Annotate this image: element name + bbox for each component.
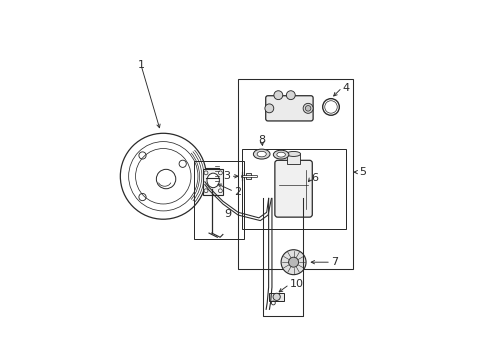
Text: 7: 7 (330, 257, 337, 267)
Circle shape (264, 104, 273, 113)
Circle shape (286, 91, 295, 100)
Text: 1: 1 (137, 60, 144, 70)
Bar (203, 168, 223, 195)
Text: 10: 10 (289, 279, 303, 289)
Text: 3: 3 (223, 171, 230, 181)
Text: 5: 5 (358, 167, 365, 177)
Circle shape (273, 91, 282, 100)
Bar (193, 161, 243, 239)
Bar (268, 293, 284, 301)
Bar (286, 154, 299, 165)
Circle shape (288, 257, 298, 267)
Circle shape (305, 105, 310, 111)
Bar (242, 149, 346, 229)
Ellipse shape (253, 149, 269, 159)
Text: 6: 6 (311, 173, 318, 183)
Circle shape (272, 293, 280, 301)
Ellipse shape (257, 151, 266, 157)
FancyBboxPatch shape (274, 160, 312, 217)
Ellipse shape (273, 150, 288, 159)
Bar (238, 79, 352, 269)
Circle shape (281, 250, 305, 275)
Text: 8: 8 (258, 135, 264, 145)
Circle shape (303, 103, 312, 113)
FancyBboxPatch shape (265, 96, 312, 121)
Text: 4: 4 (342, 82, 348, 93)
Text: 2: 2 (233, 186, 241, 197)
Ellipse shape (286, 152, 300, 157)
Ellipse shape (276, 152, 285, 157)
Bar (245, 174, 251, 179)
Ellipse shape (206, 173, 219, 188)
Text: 9: 9 (224, 209, 231, 219)
